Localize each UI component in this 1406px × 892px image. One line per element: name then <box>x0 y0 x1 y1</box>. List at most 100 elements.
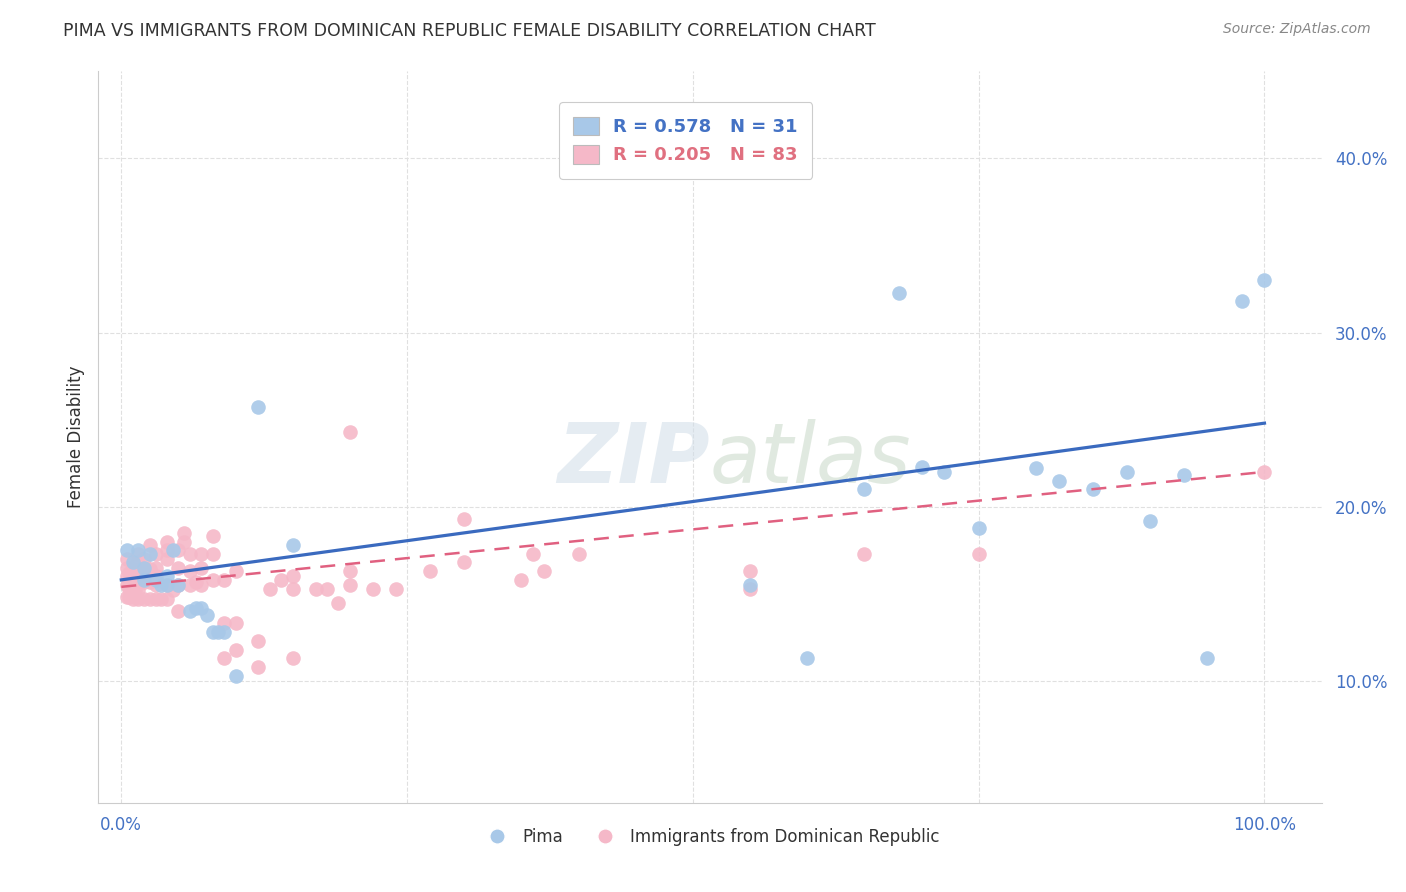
Point <box>145 578 167 592</box>
Text: ZIP: ZIP <box>557 418 710 500</box>
Point <box>145 573 167 587</box>
Point <box>190 600 212 615</box>
Point <box>339 564 361 578</box>
Point <box>156 578 179 592</box>
Point <box>118 574 141 589</box>
Point <box>156 569 179 583</box>
Point <box>281 651 304 665</box>
Point <box>167 560 190 574</box>
Point <box>384 582 406 596</box>
Legend: Pima, Immigrants from Dominican Republic: Pima, Immigrants from Dominican Republic <box>474 822 946 853</box>
Point <box>567 547 589 561</box>
Point <box>127 547 149 561</box>
Point <box>167 604 190 618</box>
Point <box>121 592 143 607</box>
Point <box>533 564 555 578</box>
Point <box>510 573 533 587</box>
Point <box>179 564 201 578</box>
Point <box>1253 273 1275 287</box>
Point <box>281 569 304 583</box>
Point <box>522 547 544 561</box>
Point <box>247 660 270 674</box>
Point <box>419 564 441 578</box>
Point <box>118 566 141 580</box>
Point <box>190 578 212 592</box>
Point <box>190 547 212 561</box>
Text: Source: ZipAtlas.com: Source: ZipAtlas.com <box>1223 22 1371 37</box>
Point <box>201 547 224 561</box>
Point <box>145 547 167 561</box>
Point <box>853 483 876 497</box>
Point <box>167 543 190 558</box>
Point <box>316 582 339 596</box>
Point <box>179 604 201 618</box>
Point <box>139 547 162 561</box>
Point <box>145 592 167 607</box>
Point <box>212 616 235 631</box>
Point <box>156 592 179 607</box>
Point <box>1197 651 1219 665</box>
Point <box>247 401 270 415</box>
Point <box>118 582 141 596</box>
Point <box>167 578 190 592</box>
Point <box>1253 465 1275 479</box>
Point <box>156 552 179 566</box>
Point <box>134 592 156 607</box>
Point <box>1173 468 1195 483</box>
Point <box>339 578 361 592</box>
Point <box>1081 483 1104 497</box>
Point <box>195 607 218 622</box>
Point <box>121 583 143 598</box>
Point <box>115 543 138 558</box>
Point <box>190 560 212 574</box>
Point <box>179 547 201 561</box>
Point <box>139 592 162 607</box>
Point <box>127 566 149 580</box>
Point <box>201 625 224 640</box>
Point <box>134 574 156 589</box>
Point <box>124 583 146 598</box>
Point <box>127 574 149 589</box>
Point <box>115 591 138 605</box>
Point <box>853 547 876 561</box>
Point <box>212 625 235 640</box>
Point <box>1047 474 1070 488</box>
Point <box>738 564 761 578</box>
Point <box>173 525 195 540</box>
Point <box>115 552 138 566</box>
Point <box>134 560 156 574</box>
Point <box>156 543 179 558</box>
Point <box>201 529 224 543</box>
Point <box>184 600 207 615</box>
Point <box>247 633 270 648</box>
Point <box>910 459 932 474</box>
Point <box>304 582 326 596</box>
Point <box>1116 465 1139 479</box>
Point <box>1230 294 1253 309</box>
Point <box>115 578 138 592</box>
Point <box>887 285 910 300</box>
Point <box>134 552 156 566</box>
Point <box>270 573 292 587</box>
Point <box>201 573 224 587</box>
Point <box>127 556 149 570</box>
Point <box>145 569 167 583</box>
Point <box>225 668 247 682</box>
Point <box>167 578 190 592</box>
Point <box>162 583 184 598</box>
Point <box>328 595 350 609</box>
Point <box>212 573 235 587</box>
Point <box>150 578 173 592</box>
Point <box>207 625 229 640</box>
Point <box>184 574 207 589</box>
Point <box>127 592 149 607</box>
Point <box>225 616 247 631</box>
Point <box>281 582 304 596</box>
Point <box>127 583 149 598</box>
Point <box>453 556 475 570</box>
Point <box>225 642 247 657</box>
Point <box>179 578 201 592</box>
Point <box>225 564 247 578</box>
Y-axis label: Female Disability: Female Disability <box>66 366 84 508</box>
Point <box>121 562 143 576</box>
